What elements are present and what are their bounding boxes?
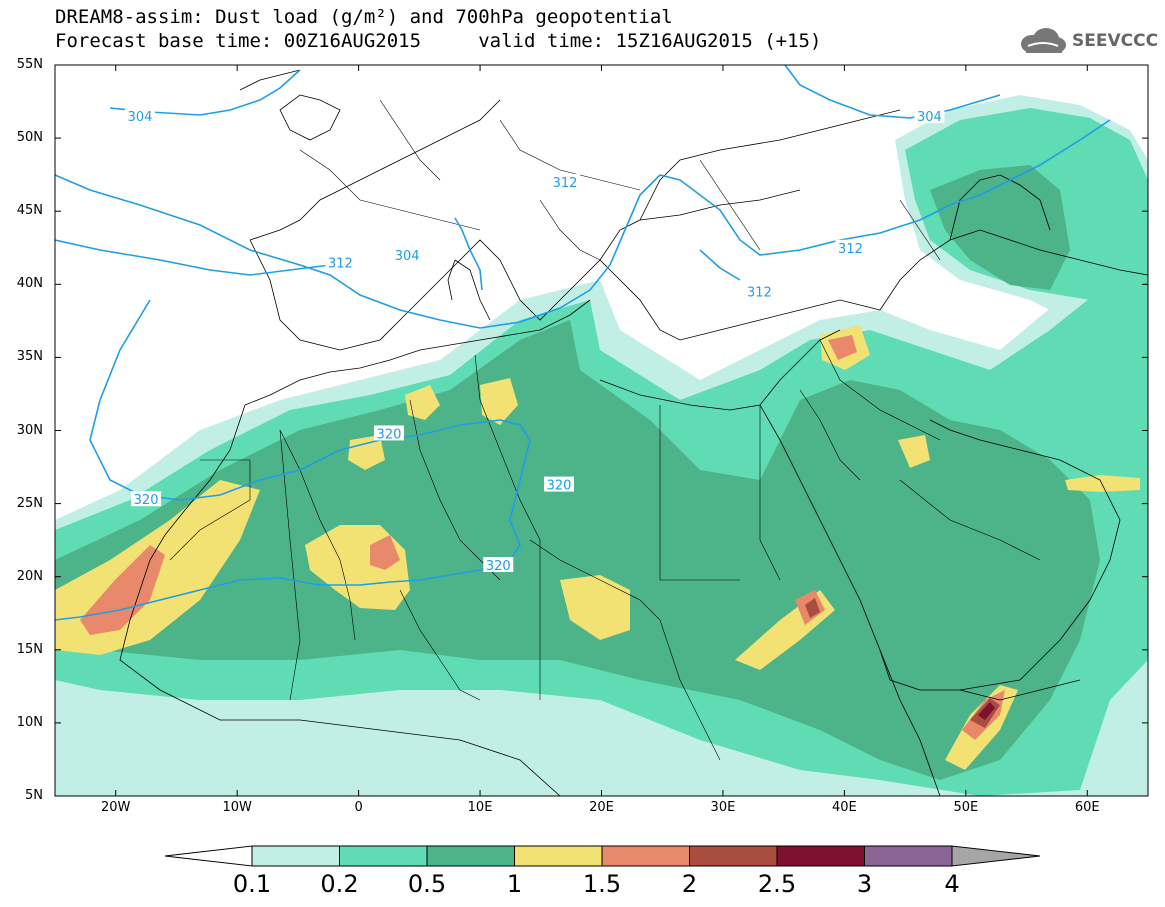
lat-tick-label: 30N [16,422,43,438]
dust-layer-1-algeria [405,385,440,420]
colorbar-segment [251,845,340,867]
contour-label-bg [392,247,423,263]
contour-label: 312 [838,242,863,257]
contour-312-north [55,119,1111,329]
dust-layer-1-arabia-sea [1065,475,1140,492]
colorbar-segment [514,845,603,867]
colorbar [164,845,1041,867]
colorbar-segment [426,845,515,867]
dust-layer-2-sudan [805,598,820,618]
colorbar-level-label: 4 [944,870,960,898]
logo-text: SEEVCCC [1072,31,1159,51]
dust-layer-1-gulf [898,435,930,468]
lat-tick-label: 15N [16,641,43,657]
lat-tick-label: 25N [16,495,43,511]
colorbar-level-label: 3 [856,870,873,898]
lon-tick-label: 20W [101,800,131,815]
lon-tick-label: 50E [953,800,979,815]
contour-label-bg [744,283,775,299]
dust-layer-1-morocco [348,435,385,470]
colorbar-segment [601,845,690,867]
contour-label-bg [914,108,945,124]
contour-label-bg [373,425,404,441]
lat-tick-label: 35N [16,349,43,365]
contour-label-bg [543,476,574,492]
lon-tick-label: 60E [1074,800,1100,815]
colorbar-level-label: 2 [681,870,698,898]
colorbar-level-label: 1.5 [582,870,622,898]
contour-label: 320 [377,427,402,442]
lon-tick-label: 10W [222,800,252,815]
lat-tick-label: 5N [25,788,43,803]
contour-label: 320 [134,493,159,508]
contour-label-bg [483,557,514,573]
contour-label: 312 [747,286,772,301]
contour-label: 312 [553,176,578,191]
lat-tick-label: 55N [16,57,43,72]
contour-304-italy [454,217,483,291]
contour-label: 320 [486,559,511,574]
contour-label: 320 [547,479,572,494]
dust-layer-1.5-iraq [828,335,857,360]
geopotential-contours [55,65,1111,621]
contour-312-balkan [699,249,741,281]
lon-tick-label: 20E [589,800,614,815]
colorbar-segment [864,845,953,867]
dust-layer-1-chad [560,575,630,640]
lon-tick-label: 0 [354,800,363,815]
lon-tick-label: 10E [467,800,493,815]
contour-label: 304 [395,249,420,264]
cloud-icon [1021,28,1066,53]
lon-tick-label: 30E [710,800,736,815]
country-borders [169,99,1041,761]
colorbar-segment [689,845,778,867]
colorbar-level-label: 0.1 [232,870,272,898]
chart-subtitle: Forecast base time: 00Z16AUG2015 valid t… [55,30,822,52]
colorbar-over-triangle [951,845,1041,867]
lat-tick-label: 50N [16,130,43,146]
lat-tick-label: 45N [16,203,43,219]
contour-304-east [784,65,1001,119]
axis-ticks [55,64,1148,797]
seevccc-logo: SEEVCCC [1018,26,1158,56]
colorbar-segment [776,845,865,867]
dust-layer-1-tunisia [480,378,518,425]
contour-label: 312 [328,256,353,271]
colorbar-level-label: 0.5 [407,870,447,898]
colorbar-level-label: 1 [506,870,523,898]
colorbar-level-label: 0.2 [320,870,359,898]
contour-label-bg [325,254,356,270]
contour-312-west [55,239,331,276]
colorbar-level-label: 2.5 [757,870,797,898]
lon-tick-label: 40E [831,800,857,815]
contour-320-loop [55,299,531,621]
contour-label-bg [835,239,866,255]
colorbar-under-triangle [164,845,253,867]
dust-layer-1.5-sahara [370,535,400,570]
contour-label: 304 [917,110,942,125]
contour-label-bg [131,491,162,507]
dust-layer-2.5-somalia [978,702,995,720]
lat-tick-label: 40N [16,276,43,292]
lat-tick-label: 20N [16,568,43,584]
contour-labels: 304 304 304 312 312 312 312 320 320 320 320 [125,108,945,574]
colorbar-segment [339,845,428,867]
dust-layer-0.5 [55,320,1100,780]
contour-label: 304 [128,110,153,125]
chart-title: DREAM8-assim: Dust load (g/m²) and 700hP… [55,6,673,28]
contour-label-bg [550,173,581,189]
lat-tick-label: 10N [16,714,43,730]
contour-label-bg [125,108,156,124]
